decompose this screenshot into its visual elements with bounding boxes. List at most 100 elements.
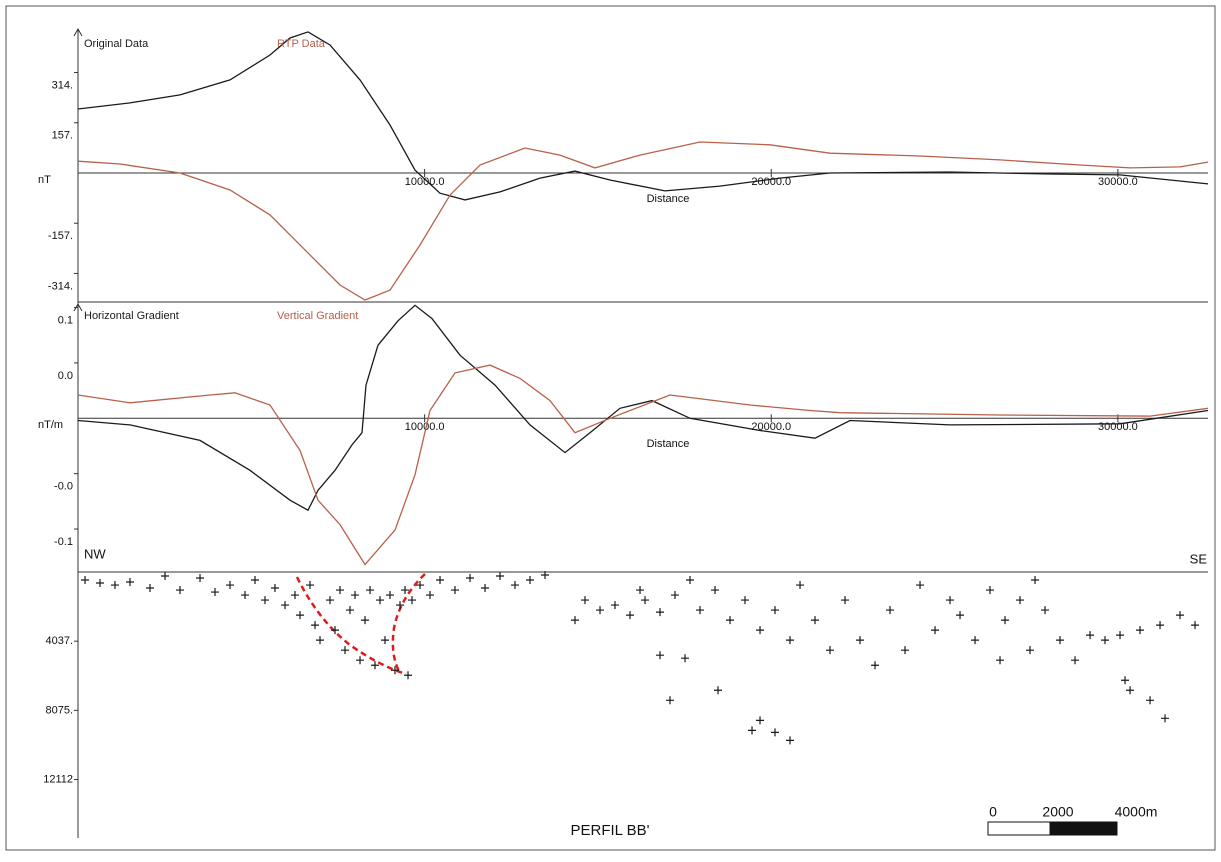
hypocenter [366, 586, 375, 595]
hypocenter [756, 626, 765, 635]
hypocenter [356, 656, 365, 665]
data-line [77, 31, 1209, 201]
hypocenter [336, 586, 345, 595]
scale-bar-label: 0 [989, 804, 997, 820]
hypocenter [331, 626, 340, 635]
hypocenter [826, 646, 835, 655]
data-line [77, 141, 1209, 301]
hypocenter [390, 666, 399, 675]
hypocenter [408, 596, 417, 605]
hypocenter [396, 601, 405, 610]
x-tick-label: 20000.0 [751, 421, 791, 433]
hypocenter [570, 616, 579, 625]
hypocenter [341, 646, 350, 655]
hypocenter [1056, 636, 1065, 645]
hypocenter [361, 616, 370, 625]
hypocenter [786, 636, 795, 645]
hypocenter [1136, 626, 1145, 635]
y-tick-label: 314. [52, 79, 73, 91]
legend-label: Vertical Gradient [277, 310, 358, 322]
hypocenter [931, 626, 940, 635]
hypocenter [270, 584, 279, 593]
hypocenter [110, 581, 119, 590]
scale-bar-label: 4000m [1115, 804, 1158, 820]
data-line [77, 364, 1209, 566]
hypocenter [1161, 714, 1170, 723]
hypocenter [770, 728, 779, 737]
hypocenter [1176, 611, 1185, 620]
x-axis-label: Distance [647, 438, 690, 450]
legend-label: Horizontal Gradient [84, 310, 179, 322]
hypocenter [416, 581, 425, 590]
hypocenter [305, 581, 314, 590]
hypocenter [385, 591, 394, 600]
hypocenter [841, 596, 850, 605]
hypocenter [610, 601, 619, 610]
hypocenter [316, 636, 325, 645]
hypocenter [996, 656, 1005, 665]
hypocenter [1031, 576, 1040, 585]
hypocenter [311, 621, 320, 630]
hypocenter [986, 586, 995, 595]
hypocenter [210, 588, 219, 597]
axis-arrows [73, 27, 83, 312]
hypocenter [1086, 631, 1095, 640]
hypocenter [748, 726, 757, 735]
chart-title: PERFIL BB' [571, 822, 650, 839]
hypocenter [161, 572, 170, 581]
hypocenter [596, 606, 605, 615]
hypocenter [1146, 696, 1155, 705]
hypocenter [656, 651, 665, 660]
hypocenter [465, 574, 474, 583]
hypocenter [281, 601, 290, 610]
hypocenter [886, 606, 895, 615]
hypocenter [196, 574, 205, 583]
x-tick-label: 30000.0 [1098, 176, 1138, 188]
y-tick-label: 4037. [45, 635, 73, 647]
hypocenter [856, 636, 865, 645]
hypocenter [351, 591, 360, 600]
y-tick-label: 157. [52, 130, 73, 142]
hypocenter [81, 576, 90, 585]
hypocenter [581, 596, 590, 605]
x-tick-label: 20000.0 [751, 176, 791, 188]
hypocenter [290, 591, 299, 600]
data-line [77, 304, 1209, 512]
hypocenter [1026, 646, 1035, 655]
hypocenter [1041, 606, 1050, 615]
scale-bar-black [1049, 821, 1118, 836]
hypocenter [496, 572, 505, 581]
hypocenter [726, 616, 735, 625]
y-tick-label: -0.0 [54, 481, 73, 493]
hypocenter [681, 654, 690, 663]
scale-bar-label: 2000 [1042, 804, 1073, 820]
hypocenter [1121, 676, 1130, 685]
hypocenter [96, 579, 105, 588]
hypocenter [176, 586, 185, 595]
legend-label: RTP Data [277, 38, 326, 50]
hypocenter [541, 570, 550, 579]
hypocenter [1101, 636, 1110, 645]
hypocenter [714, 686, 723, 695]
hypocenter [666, 696, 675, 705]
direction-label: NW [84, 546, 106, 561]
hypocenter [901, 646, 910, 655]
hypocenter [946, 596, 955, 605]
y-tick-label: 0.1 [58, 314, 73, 326]
hypocenter [916, 581, 925, 590]
hypocenter [376, 596, 385, 605]
hypocenter [425, 591, 434, 600]
hypocenter [696, 606, 705, 615]
x-tick-label: 10000.0 [405, 176, 445, 188]
hypocenter [711, 586, 720, 595]
hypocenter [871, 661, 880, 670]
hypocenter [510, 581, 519, 590]
hypocenter [370, 661, 379, 670]
hypocenter [686, 576, 695, 585]
direction-label: SE [1190, 551, 1208, 566]
y-tick-label: -314. [48, 280, 73, 292]
hypocenter [345, 606, 354, 615]
x-tick-label: 10000.0 [405, 421, 445, 433]
